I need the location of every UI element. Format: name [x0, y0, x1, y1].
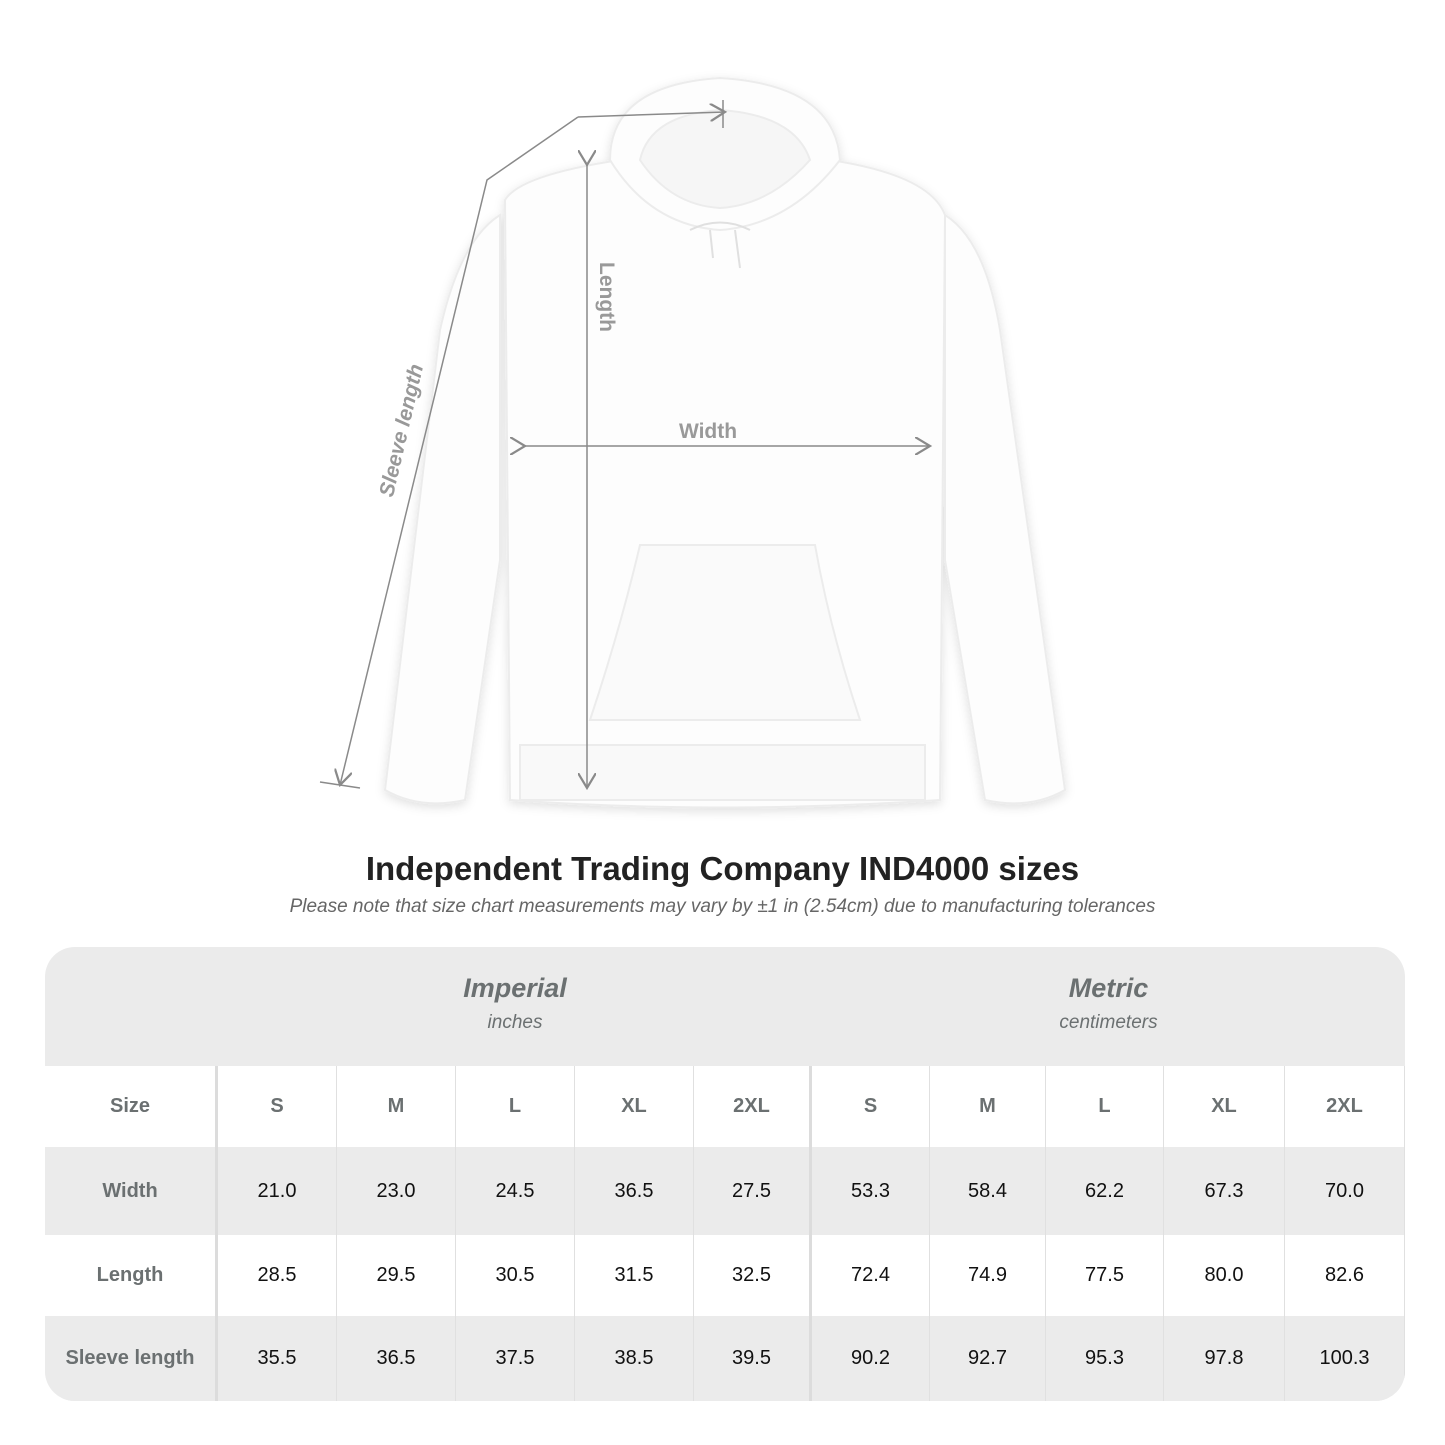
sleeve-line: [340, 116, 579, 785]
imperial-value: 36.5: [337, 1316, 456, 1401]
hoodie-measurement-diagram: Width Length Sleeve length: [319, 76, 1067, 809]
size-column-header: M: [930, 1066, 1046, 1147]
size-column-header: L: [456, 1066, 575, 1147]
metric-value: 74.9: [930, 1235, 1046, 1316]
imperial-value: 21.0: [218, 1147, 337, 1235]
imperial-unit: inches: [487, 1012, 543, 1033]
row-label: Width: [45, 1147, 218, 1235]
metric-value: 80.0: [1164, 1235, 1285, 1316]
metric-value: 70.0: [1285, 1147, 1405, 1235]
metric-value: 97.8: [1164, 1316, 1285, 1401]
width-label: Width: [679, 420, 737, 443]
metric-value: 82.6: [1285, 1235, 1405, 1316]
imperial-value: 37.5: [456, 1316, 575, 1401]
imperial-header: Imperial inches: [218, 947, 812, 1066]
hoodie-illustration: [383, 76, 1067, 809]
metric-value: 77.5: [1046, 1235, 1164, 1316]
metric-value: 92.7: [930, 1316, 1046, 1401]
size-column-header: L: [1046, 1066, 1164, 1147]
metric-label: Metric: [1068, 973, 1149, 1003]
size-column-header: M: [337, 1066, 456, 1147]
imperial-value: 39.5: [694, 1316, 812, 1401]
imperial-value: 27.5: [694, 1147, 812, 1235]
imperial-value: 30.5: [456, 1235, 575, 1316]
imperial-value: 29.5: [337, 1235, 456, 1316]
row-label: Length: [45, 1235, 218, 1316]
size-column-header: 2XL: [1285, 1066, 1405, 1147]
length-label: Length: [595, 262, 618, 332]
table-row: Sleeve length 35.5 36.5 37.5 38.5 39.5 90.2 92.…: [45, 1316, 1405, 1401]
size-column-header: XL: [1164, 1066, 1285, 1147]
metric-value: 67.3: [1164, 1147, 1285, 1235]
imperial-value: 38.5: [575, 1316, 694, 1401]
metric-value: 72.4: [812, 1235, 930, 1316]
table-row: Width 21.0 23.0 24.5 36.5 27.5 53.3 58.4 62.2 67.…: [45, 1147, 1405, 1235]
imperial-value: 36.5: [575, 1147, 694, 1235]
metric-value: 95.3: [1046, 1316, 1164, 1401]
metric-header: Metric centimeters: [812, 947, 1405, 1066]
imperial-value: 24.5: [456, 1147, 575, 1235]
size-column-header: S: [812, 1066, 930, 1147]
table-row: Length 28.5 29.5 30.5 31.5 32.5 72.4 74.9 77.5 80…: [45, 1235, 1405, 1316]
metric-value: 62.2: [1046, 1147, 1164, 1235]
imperial-value: 35.5: [218, 1316, 337, 1401]
measurement-lines: [319, 100, 930, 788]
imperial-value: 32.5: [694, 1235, 812, 1316]
size-header: Size: [45, 1066, 218, 1147]
imperial-value: 31.5: [575, 1235, 694, 1316]
row-label: Sleeve length: [45, 1316, 218, 1401]
metric-value: 53.3: [812, 1147, 930, 1235]
metric-unit: centimeters: [1059, 1012, 1158, 1033]
size-column-header: S: [218, 1066, 337, 1147]
size-chart-table: Imperial inches Metric centimeters Size S…: [45, 947, 1405, 1401]
size-header-row: Size S M L XL 2XL S M L XL 2XL: [45, 1066, 1405, 1147]
tolerance-note: Please note that size chart measurements…: [289, 896, 1156, 917]
metric-value: 90.2: [812, 1316, 930, 1401]
size-column-header: 2XL: [694, 1066, 812, 1147]
imperial-value: 28.5: [218, 1235, 337, 1316]
page-title: Independent Trading Company IND4000 size…: [365, 850, 1080, 887]
size-column-header: XL: [575, 1066, 694, 1147]
sleeve-length-label: Sleeve length: [375, 362, 428, 499]
metric-value: 100.3: [1285, 1316, 1405, 1401]
metric-value: 58.4: [930, 1147, 1046, 1235]
imperial-label: Imperial: [463, 973, 567, 1003]
imperial-value: 23.0: [337, 1147, 456, 1235]
